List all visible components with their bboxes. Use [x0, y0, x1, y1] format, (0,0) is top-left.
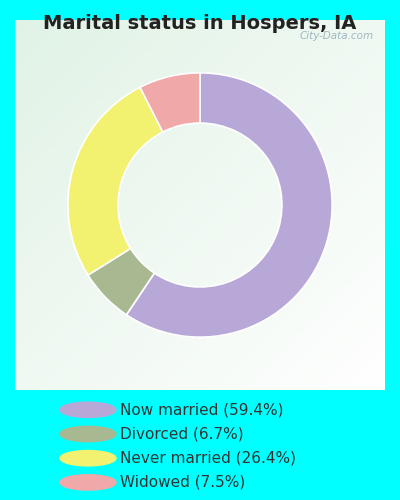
Wedge shape: [140, 73, 200, 132]
Wedge shape: [126, 73, 332, 337]
Text: Widowed (7.5%): Widowed (7.5%): [120, 475, 245, 490]
Circle shape: [60, 474, 116, 490]
Text: City-Data.com: City-Data.com: [300, 31, 374, 41]
Text: Marital status in Hospers, IA: Marital status in Hospers, IA: [43, 14, 357, 33]
Text: Never married (26.4%): Never married (26.4%): [120, 450, 296, 466]
Text: Divorced (6.7%): Divorced (6.7%): [120, 426, 244, 442]
Circle shape: [60, 402, 116, 417]
Wedge shape: [88, 248, 154, 315]
Text: Now married (59.4%): Now married (59.4%): [120, 402, 284, 417]
Circle shape: [60, 426, 116, 442]
Wedge shape: [68, 88, 163, 275]
Circle shape: [60, 450, 116, 466]
